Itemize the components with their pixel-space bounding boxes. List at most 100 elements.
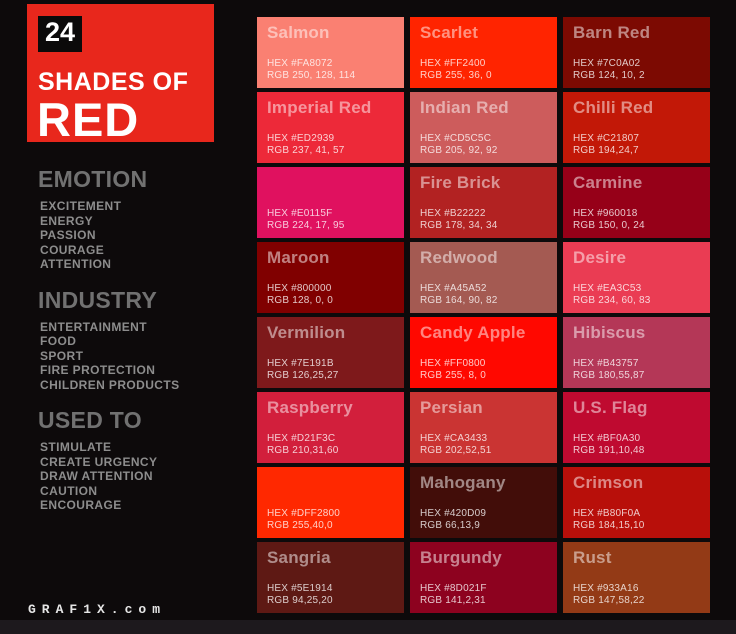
section-list-item: ATTENTION — [40, 257, 112, 271]
color-swatch: Hibiscus HEX #B43757 RGB 180,55,87 — [563, 317, 710, 388]
color-name: Chilli Red — [573, 98, 654, 117]
footer-band — [0, 620, 736, 634]
color-hex-value: HEX #FA8072 — [267, 58, 333, 69]
section-list: STIMULATE CREATE URGENCY DRAW ATTENTION CAU… — [38, 440, 250, 513]
color-hex-value: HEX #ED2939 — [267, 133, 335, 144]
color-swatch: Barn Red HEX #7C0A02 RGB 124, 10, 2 — [563, 17, 710, 88]
color-rgb-value: RGB 237, 41, 57 — [267, 145, 345, 156]
color-swatch: Fire Brick HEX #B22222 RGB 178, 34, 34 — [410, 167, 557, 238]
color-name: Persian — [420, 398, 483, 417]
color-hex-value: HEX #EA3C53 — [573, 283, 642, 294]
color-name: Imperial Red — [267, 98, 372, 117]
color-name: Sangria — [267, 548, 331, 567]
color-rgb-value: RGB 128, 0, 0 — [267, 295, 333, 306]
color-swatch: Crimson HEX #B80F0A RGB 184,15,10 — [563, 467, 710, 538]
color-name: Fire Brick — [420, 173, 501, 192]
color-name: Redwood — [420, 248, 498, 267]
color-name: Raspberry — [267, 398, 353, 417]
color-swatch: Mahogany HEX #420D09 RGB 66,13,9 — [410, 467, 557, 538]
section-list-item: EXCITEMENT — [40, 199, 122, 213]
color-hex-value: HEX #A45A52 — [420, 283, 487, 294]
page-title-line2: RED — [37, 93, 140, 146]
color-swatch: Persian HEX #CA3433 RGB 202,52,51 — [410, 392, 557, 463]
color-rgb-value: RGB 184,15,10 — [573, 520, 645, 531]
color-hex-value: HEX #960018 — [573, 208, 638, 219]
section-list-item: ENERGY — [40, 213, 94, 228]
color-hex-value: HEX #CD5C5C — [420, 133, 492, 144]
color-rgb-value: RGB 178, 34, 34 — [420, 220, 498, 231]
color-swatch: Rust HEX #933A16 RGB 147,58,22 — [563, 542, 710, 613]
color-name: Maroon — [267, 248, 330, 267]
color-hex-value: HEX #D21F3C — [267, 433, 336, 444]
brand-logo: GRAF1X.com — [28, 602, 167, 617]
section-list-item: CAUTION — [40, 483, 98, 498]
color-rgb-value: RGB 164, 90, 82 — [420, 295, 498, 306]
color-name: Salmon — [267, 23, 330, 42]
section-list: EXCITEMENT ENERGY PASSION COURAGE ATTENTION — [38, 199, 250, 272]
color-rgb-value: RGB 150, 0, 24 — [573, 220, 645, 231]
sidebar-section: USED TO STIMULATE CREATE URGENCY DRAW ATTE… — [38, 407, 250, 513]
color-swatch: Sangria HEX #5E1914 RGB 94,25,20 — [257, 542, 404, 613]
color-name: Hibiscus — [573, 323, 646, 342]
section-list: ENTERTAINMENT FOOD SPORT FIRE PROTECTION CHI… — [38, 320, 250, 393]
color-swatch: Imperial Red HEX #ED2939 RGB 237, 41, 57 — [257, 92, 404, 163]
color-hex-value: HEX #420D09 — [420, 508, 487, 519]
color-rgb-value: RGB 124, 10, 2 — [573, 70, 645, 81]
section-heading: INDUSTRY — [38, 286, 158, 313]
color-name: Mahogany — [420, 473, 506, 492]
color-rgb-value: RGB 210,31,60 — [267, 445, 339, 456]
page-title-line1: SHADES OF — [38, 68, 189, 96]
color-rgb-value: RGB 255, 8, 0 — [420, 370, 486, 381]
color-hex-value: HEX #C21807 — [573, 133, 640, 144]
color-swatch: Chilli Red HEX #C21807 RGB 194,24,7 — [563, 92, 710, 163]
color-rgb-value: RGB 234, 60, 83 — [573, 295, 651, 306]
color-hex-value: HEX #FF0800 — [420, 358, 486, 369]
color-name: Crimson — [573, 473, 644, 492]
section-list-item: ENCOURAGE — [40, 498, 122, 512]
color-rgb-value: RGB 94,25,20 — [267, 595, 333, 606]
color-swatch: Carmine HEX #960018 RGB 150, 0, 24 — [563, 167, 710, 238]
color-hex-value: HEX #FF2400 — [420, 58, 486, 69]
color-hex-value: HEX #CA3433 — [420, 433, 488, 444]
color-swatch: Redwood HEX #A45A52 RGB 164, 90, 82 — [410, 242, 557, 313]
color-hex-value: HEX #BF0A30 — [573, 433, 641, 444]
color-swatch: Maroon HEX #800000 RGB 128, 0, 0 — [257, 242, 404, 313]
color-rgb-value: RGB 255, 36, 0 — [420, 70, 492, 81]
color-name: Candy Apple — [420, 323, 526, 342]
color-rgb-value: RGB 224, 17, 95 — [267, 220, 345, 231]
color-name: Vermilion — [267, 323, 346, 342]
color-hex-value: HEX #B22222 — [420, 208, 486, 219]
color-hex-value: HEX #DFF2800 — [267, 508, 340, 519]
color-name: U.S. Flag — [573, 398, 648, 417]
color-hex-value: HEX #B80F0A — [573, 508, 641, 519]
color-rgb-value: RGB 194,24,7 — [573, 145, 639, 156]
section-heading: EMOTION — [38, 166, 148, 192]
section-heading: USED TO — [38, 407, 142, 433]
color-rgb-value: RGB 255,40,0 — [267, 520, 333, 531]
color-name: Burgundy — [420, 548, 502, 567]
color-rgb-value: RGB 191,10,48 — [573, 445, 645, 456]
color-swatch: Candy Apple HEX #FF0800 RGB 255, 8, 0 — [410, 317, 557, 388]
section-list-item: ENTERTAINMENT — [40, 319, 147, 334]
color-rgb-value: RGB 250, 128, 114 — [267, 70, 356, 81]
color-hex-value: HEX #7C0A02 — [573, 58, 641, 69]
color-rgb-value: RGB 141,2,31 — [420, 595, 486, 606]
section-list-item: PASSION — [40, 228, 96, 242]
color-hex-value: HEX #8D021F — [420, 583, 487, 594]
color-swatch: Salmon HEX #FA8072 RGB 250, 128, 114 — [257, 17, 404, 88]
color-rgb-value: RGB 205, 92, 92 — [420, 145, 498, 156]
color-rgb-value: RGB 66,13,9 — [420, 520, 481, 531]
color-hex-value: HEX #B43757 — [573, 358, 639, 369]
color-rgb-value: RGB 126,25,27 — [267, 370, 339, 381]
color-swatch: Scarlet HEX #FF2400 RGB 255, 36, 0 — [410, 17, 557, 88]
color-swatch: Indian Red HEX #CD5C5C RGB 205, 92, 92 — [410, 92, 557, 163]
sidebar-section: INDUSTRY ENTERTAINMENT FOOD SPORT FIRE PROT… — [38, 287, 250, 393]
color-name: Barn Red — [573, 23, 651, 42]
color-hex-value: HEX #5E1914 — [267, 583, 333, 594]
color-swatch: HEX #DFF2800 RGB 255,40,0 — [257, 467, 404, 538]
section-list-item: FIRE PROTECTION — [40, 363, 156, 377]
color-hex-value: HEX #800000 — [267, 283, 332, 294]
count-badge: 24 — [38, 16, 83, 52]
color-hex-value: HEX #933A16 — [573, 583, 639, 594]
